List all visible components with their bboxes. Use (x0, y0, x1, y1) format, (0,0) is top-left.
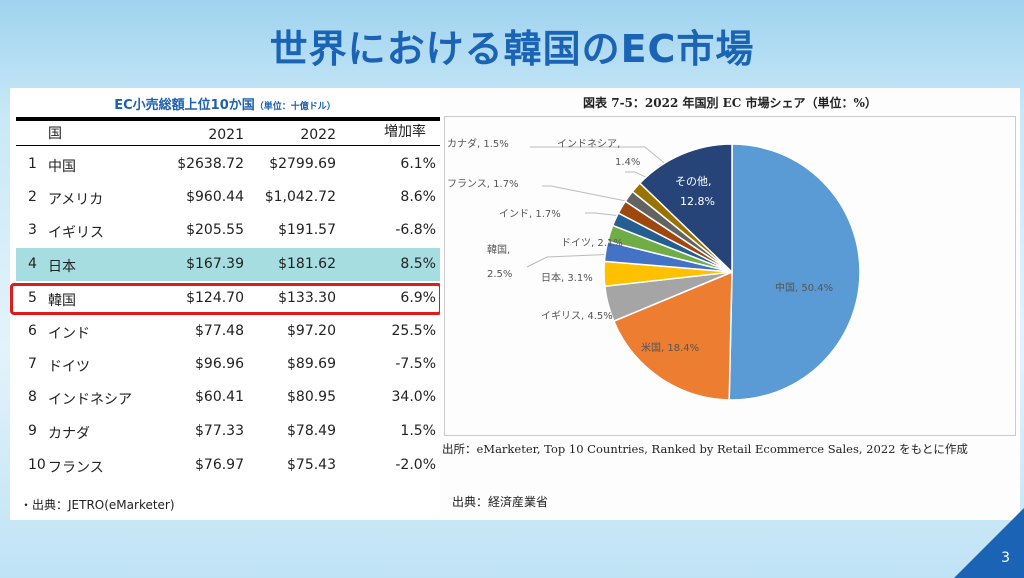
rank-cell: 1 (28, 156, 37, 172)
growth-rate-cell: 34.0% (391, 389, 436, 405)
table-row: 2 アメリカ $960.44 $1,042.72 8.6% (16, 181, 440, 214)
value-2021-cell: $960.44 (186, 189, 244, 205)
header-2021: 2021 (208, 127, 244, 143)
slice-label-フランス: フランス, 1.7% (447, 179, 519, 190)
table-top-rule (16, 117, 440, 121)
value-2022-cell: $181.62 (278, 256, 336, 272)
growth-rate-cell: 1.5% (400, 423, 436, 439)
country-cell: インドネシア (48, 392, 132, 408)
value-2021-cell: $124.70 (186, 290, 244, 306)
pie-chart-panel: 図表 7-5：2022 年国別 EC 市場シェア（単位：%） 中国, 50.4%… (440, 88, 1020, 520)
table-row: 10 フランス $76.97 $75.43 -2.0% (16, 449, 440, 482)
header-2022: 2022 (300, 127, 336, 143)
rank-cell: 4 (28, 256, 37, 272)
korea-highlight-box (10, 283, 442, 315)
chart-source: 出典：経済産業省 (452, 495, 549, 509)
table-row: 7 ドイツ $96.96 $89.69 -7.5% (16, 348, 440, 381)
pie-slice-中国 (728, 143, 861, 401)
page-corner (954, 508, 1024, 578)
pie-chart (526, 143, 861, 401)
slice-label-米国: 米国, 18.4% (641, 343, 700, 354)
value-2022-cell: $2799.69 (269, 156, 336, 172)
country-cell: アメリカ (48, 192, 104, 208)
country-cell: インド (48, 326, 90, 342)
value-2022-cell: $75.43 (287, 457, 336, 473)
header-growth: 増加率 (384, 124, 426, 140)
slice-label-その他: その他, (675, 175, 712, 188)
table-header: 国 2021 2022 増加率 (16, 115, 440, 148)
rank-cell: 8 (28, 389, 37, 405)
country-cell: ドイツ (48, 359, 90, 375)
table-row: 3 イギリス $205.55 $191.57 -6.8% (16, 214, 440, 247)
value-2021-cell: $60.41 (195, 389, 244, 405)
country-cell: イギリス (48, 225, 104, 241)
value-2022-cell: $80.95 (287, 389, 336, 405)
value-2021-cell: $96.96 (195, 356, 244, 372)
table-row: 5 韓国 $124.70 $133.30 6.9% (16, 282, 440, 315)
value-2022-cell: $133.30 (278, 290, 336, 306)
slice-label-日本: 日本, 3.1% (541, 273, 593, 284)
growth-rate-cell: -2.0% (395, 457, 436, 473)
value-2021-cell: $2638.72 (177, 156, 244, 172)
rank-cell: 6 (28, 323, 37, 339)
slice-label-中国: 中国, 50.4% (775, 283, 834, 294)
rank-cell: 3 (28, 222, 37, 238)
slice-label-ドイツ: ドイツ, 2.1% (561, 238, 623, 249)
country-cell: 日本 (48, 259, 76, 275)
slice-label-インドネシア: インドネシア, (557, 139, 621, 150)
value-2021-cell: $77.48 (195, 323, 244, 339)
table-caption: EC小売総額上位10か国（単位：十億ドル） (10, 94, 440, 113)
rank-cell: 7 (28, 356, 37, 372)
value-2021-cell: $76.97 (195, 457, 244, 473)
slice-label-カナダ: カナダ, 1.5% (447, 139, 509, 150)
rank-cell: 9 (28, 423, 37, 439)
page-number: 3 (1001, 550, 1010, 566)
country-cell: 韓国 (48, 293, 76, 309)
rank-cell: 10 (28, 457, 46, 473)
pie-slice-米国 (612, 270, 733, 401)
slice-value-韓国: 2.5% (487, 269, 513, 280)
value-2022-cell: $1,042.72 (264, 189, 336, 205)
table-header-rule (16, 145, 440, 146)
growth-rate-cell: 25.5% (391, 323, 436, 339)
growth-rate-cell: 6.1% (400, 156, 436, 172)
value-2022-cell: $78.49 (287, 423, 336, 439)
country-cell: フランス (48, 460, 104, 476)
rank-cell: 2 (28, 189, 37, 205)
country-cell: 中国 (48, 159, 76, 175)
value-2021-cell: $205.55 (186, 222, 244, 238)
slice-label-インド: インド, 1.7% (499, 209, 561, 220)
table-row: 9 カナダ $77.33 $78.49 1.5% (16, 415, 440, 448)
country-cell: カナダ (48, 426, 90, 442)
value-2022-cell: $97.20 (287, 323, 336, 339)
growth-rate-cell: 8.6% (400, 189, 436, 205)
table-row: 1 中国 $2638.72 $2799.69 6.1% (16, 148, 440, 181)
table-row: 6 インド $77.48 $97.20 25.5% (16, 315, 440, 348)
rank-cell: 5 (28, 290, 37, 306)
growth-rate-cell: 8.5% (400, 256, 436, 272)
header-country: 国 (48, 126, 62, 142)
slice-label-イギリス: イギリス, 4.5% (541, 311, 613, 322)
value-2022-cell: $89.69 (287, 356, 336, 372)
caption-text: EC小売総額上位10か国 (114, 98, 255, 113)
growth-rate-cell: -7.5% (395, 356, 436, 372)
slide-title: 世界における韓国のEC市場 (269, 27, 755, 71)
growth-rate-cell: -6.8% (395, 222, 436, 238)
growth-rate-cell: 6.9% (400, 290, 436, 306)
table-source: ・出典：JETRO(eMarketer) (20, 498, 175, 512)
caption-unit: （単位：十億ドル） (254, 102, 336, 112)
slice-value-インドネシア: 1.4% (615, 157, 641, 168)
table-row: 8 インドネシア $60.41 $80.95 34.0% (16, 381, 440, 414)
chart-note: 出所：eMarketer, Top 10 Countries, Ranked b… (442, 442, 968, 456)
value-2021-cell: $77.33 (195, 423, 244, 439)
slice-value-その他: 12.8% (680, 195, 715, 208)
slice-label-韓国: 韓国, (487, 245, 511, 256)
pie-slice-その他 (638, 143, 733, 274)
chart-title: 図表 7-5：2022 年国別 EC 市場シェア（単位：%） (583, 96, 877, 110)
value-2022-cell: $191.57 (278, 222, 336, 238)
table-row: 4 日本 $167.39 $181.62 8.5% (16, 248, 440, 281)
plot-area: 中国, 50.4% 米国, 18.4% イギリス, 4.5% 日本, 3.1% 韓国, 2… (444, 116, 1016, 436)
value-2021-cell: $167.39 (186, 256, 244, 272)
